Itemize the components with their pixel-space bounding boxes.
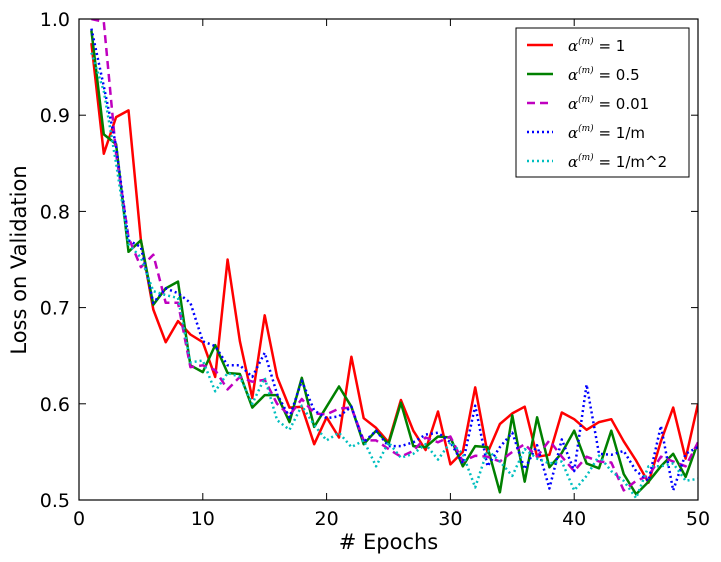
x-tick-label: 30: [438, 508, 462, 530]
legend-label-3: α(m) = 0.01: [568, 94, 649, 113]
x-axis-label: # Epochs: [339, 530, 439, 554]
tick-layer: 0 10 20 30 40 50 0.5 0.6 0.7 0.8 0.9 1.0: [40, 9, 710, 530]
y-axis-label: Loss on Validation: [7, 165, 31, 354]
series-line-4: [90, 28, 698, 492]
legend-label-5: α(m) = 1/m^2: [568, 152, 667, 171]
y-tick-label: 0.8: [40, 201, 70, 223]
y-tick-label: 0.5: [40, 490, 70, 512]
legend: α(m) = 1 α(m) = 0.5 α(m) = 0.01 α(m) = 1/m α…: [515, 27, 690, 178]
y-tick-label: 0.7: [40, 298, 70, 320]
legend-label-2: α(m) = 0.5: [568, 65, 640, 84]
legend-label-4: α(m) = 1/m: [568, 123, 645, 142]
y-tick-label: 1.0: [40, 9, 70, 31]
legend-label-1: α(m) = 1: [568, 36, 625, 55]
x-tick-label: 0: [73, 508, 85, 530]
x-tick-label: 40: [562, 508, 586, 530]
x-tick-label: 10: [191, 508, 215, 530]
series-layer: [90, 19, 698, 500]
y-tick-label: 0.9: [40, 105, 70, 127]
series-line-5: [90, 52, 698, 500]
plot-frame: [78, 18, 699, 501]
x-tick-label: 50: [686, 508, 710, 530]
y-tick-label: 0.6: [40, 394, 70, 416]
x-tick-label: 20: [315, 508, 339, 530]
